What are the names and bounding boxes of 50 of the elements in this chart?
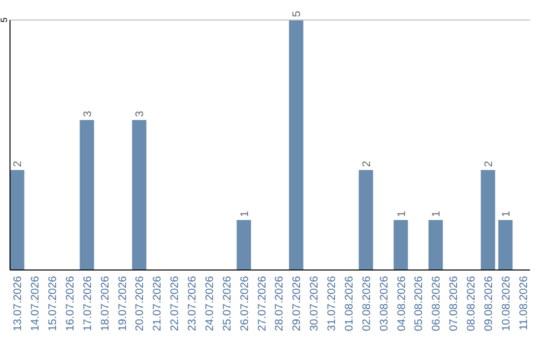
bar — [132, 120, 146, 270]
x-tick-label: 15.07.2026 — [47, 276, 60, 332]
x-tick-label: 21.07.2026 — [152, 276, 164, 332]
x-tick-label: 31.07.2026 — [326, 276, 338, 332]
x-tick-label: 18.07.2026 — [99, 276, 112, 332]
bar — [394, 220, 408, 270]
data-label: 3 — [82, 110, 94, 117]
data-label: 2 — [360, 160, 373, 167]
x-tick-label: 24.07.2026 — [204, 276, 216, 332]
x-tick-label: 27.07.2026 — [256, 276, 268, 332]
x-tick-label: 20.07.2026 — [134, 276, 146, 332]
x-tick-label: 28.07.2026 — [274, 276, 286, 332]
x-tick-label: 02.08.2026 — [360, 276, 373, 332]
x-tick-label: 25.07.2026 — [221, 276, 234, 332]
bar — [480, 170, 496, 270]
x-tick-label: 11.08.2026 — [518, 276, 530, 330]
bar — [236, 220, 251, 270]
x-tick-label: 30.07.2026 — [308, 276, 321, 332]
data-label: 2 — [482, 160, 495, 167]
data-label: 1 — [238, 210, 251, 217]
bar — [10, 170, 24, 270]
bar — [428, 220, 443, 270]
x-tick-label: 16.07.2026 — [64, 276, 76, 332]
x-tick-label: 04.08.2026 — [396, 276, 408, 332]
data-label: 1 — [430, 210, 443, 217]
x-tick-label: 19.07.2026 — [116, 276, 129, 332]
x-tick-label: 05.08.2026 — [413, 276, 426, 332]
x-tick-label: 06.08.2026 — [430, 276, 443, 332]
x-tick-label: 23.07.2026 — [186, 276, 199, 332]
data-label: 5 — [291, 10, 304, 17]
x-tick-label: 13.07.2026 — [12, 276, 24, 332]
x-tick-label: 22.07.2026 — [169, 276, 182, 332]
x-tick-label: 10.08.2026 — [500, 276, 512, 332]
bar — [289, 20, 304, 270]
bar — [80, 120, 94, 270]
x-tick-label: 26.07.2026 — [238, 276, 251, 332]
data-label: 2 — [12, 160, 24, 167]
x-tick-label: 08.08.2026 — [466, 276, 478, 332]
data-label: 1 — [500, 210, 512, 217]
x-tick-label: 09.08.2026 — [482, 276, 495, 332]
x-tick-label: 03.08.2026 — [378, 276, 390, 332]
bar — [498, 220, 513, 270]
bar — [358, 170, 374, 270]
data-label: 1 — [396, 210, 408, 217]
x-tick-label: 29.07.2026 — [291, 276, 304, 332]
data-label: 3 — [134, 110, 146, 117]
x-tick-label: 14.07.2026 — [30, 276, 42, 332]
x-tick-label: 01.08.2026 — [343, 276, 356, 332]
x-tick-label: 07.08.2026 — [448, 276, 460, 332]
x-tick-label: 17.07.2026 — [82, 276, 94, 332]
